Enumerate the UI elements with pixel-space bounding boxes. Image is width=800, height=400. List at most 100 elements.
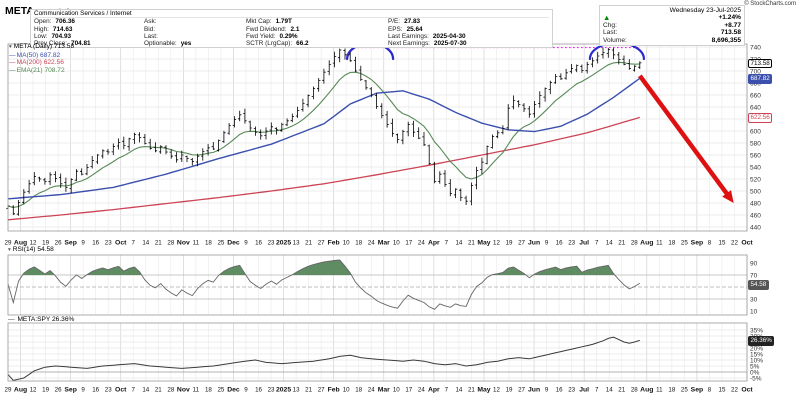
fundamental-row: P/E: 27.83 bbox=[388, 18, 538, 25]
fundamental-row: Low: 704.93 bbox=[34, 33, 134, 40]
svg-text:27: 27 bbox=[518, 387, 525, 394]
svg-text:12: 12 bbox=[30, 387, 37, 394]
svg-text:Oct: Oct bbox=[741, 387, 753, 394]
fundamental-row: Open: 706.36 bbox=[34, 18, 134, 25]
fundamental-row: Mkt Cap: 1.79T bbox=[246, 18, 378, 25]
svg-text:28: 28 bbox=[631, 240, 638, 247]
price-bars bbox=[6, 47, 642, 216]
price-axis-labels: 4404604805005205405605806006206406606807… bbox=[750, 44, 761, 231]
svg-text:24: 24 bbox=[418, 387, 425, 394]
quote-value: +1.24% bbox=[718, 14, 741, 22]
ratio-line bbox=[7, 336, 640, 381]
svg-text:Feb: Feb bbox=[328, 387, 340, 394]
fundamental-row: Next Earnings: 2025-07-30 bbox=[388, 40, 538, 47]
svg-text:Aug: Aug bbox=[14, 387, 27, 394]
svg-text:14: 14 bbox=[606, 240, 613, 247]
quote-row: ▲ +1.24% bbox=[603, 14, 741, 22]
fundamental-value: yes bbox=[180, 40, 192, 48]
quote-row: Volume: 8,696,355 bbox=[603, 37, 741, 44]
svg-text:740: 740 bbox=[750, 44, 761, 51]
svg-text:Sep: Sep bbox=[64, 387, 76, 394]
svg-text:24: 24 bbox=[418, 240, 425, 247]
svg-text:9: 9 bbox=[545, 240, 549, 247]
svg-text:500: 500 bbox=[750, 188, 761, 195]
svg-text:9: 9 bbox=[244, 387, 248, 394]
red-arrow-head bbox=[722, 190, 734, 203]
rsi-line bbox=[7, 259, 641, 310]
svg-text:440: 440 bbox=[750, 224, 761, 231]
svg-text:8: 8 bbox=[708, 240, 712, 247]
fundamental-label: Bid: bbox=[144, 25, 156, 33]
svg-text:Dec: Dec bbox=[227, 240, 240, 247]
fundamentals-grid: Open: 706.36 High: 714.63 Low: 704.93 Prev Clo… bbox=[34, 18, 549, 47]
ratio-value-tag: 26.36% bbox=[748, 336, 775, 346]
svg-text:25: 25 bbox=[681, 387, 688, 394]
fundamental-label: SCTR (LrgCap): bbox=[246, 40, 293, 48]
svg-text:27: 27 bbox=[318, 387, 325, 394]
rsi-legend: ▾ RSI(14) 54.58 bbox=[8, 246, 54, 253]
rsi-indicator-icon[interactable]: ▾ bbox=[8, 247, 11, 253]
svg-text:9: 9 bbox=[244, 240, 248, 247]
svg-text:27: 27 bbox=[518, 240, 525, 247]
fundamentals-box: Communication Services / Internet Open: 7… bbox=[30, 9, 553, 49]
svg-text:Aug: Aug bbox=[14, 240, 27, 247]
rsi-value-tag: 54.58 bbox=[748, 280, 769, 290]
svg-text:580: 580 bbox=[750, 140, 761, 147]
svg-text:Dec: Dec bbox=[227, 387, 240, 394]
svg-text:16: 16 bbox=[92, 240, 99, 247]
quote-box: Wednesday 23-Jul-2025 ▲ +1.24% Chg: +8.77 Las… bbox=[599, 5, 745, 47]
svg-text:21: 21 bbox=[618, 387, 625, 394]
fundamental-value: 25.64 bbox=[406, 25, 423, 33]
svg-text:Jul: Jul bbox=[579, 387, 589, 394]
stockcharts-credit[interactable]: © StockCharts.com bbox=[744, 1, 796, 7]
svg-text:21: 21 bbox=[155, 240, 162, 247]
svg-text:27: 27 bbox=[318, 240, 325, 247]
legend-symbol-label: META (Daily) 713.58 bbox=[13, 43, 75, 50]
svg-text:24: 24 bbox=[368, 240, 375, 247]
fundamental-value: 1.79T bbox=[275, 18, 292, 26]
rsi-panel: 9070503010 bbox=[7, 259, 758, 315]
svg-text:Aug: Aug bbox=[640, 387, 653, 394]
svg-text:21: 21 bbox=[305, 387, 312, 394]
legend-ma50-row: —MA(50) 687.82 bbox=[9, 52, 74, 60]
svg-text:15: 15 bbox=[719, 387, 726, 394]
svg-text:12: 12 bbox=[493, 387, 500, 394]
svg-text:30: 30 bbox=[750, 296, 758, 303]
legend-ma200-row: —MA(200) 622.56 bbox=[9, 59, 74, 67]
fundamental-label: Optionable: bbox=[144, 40, 177, 48]
ema21-swatch: — bbox=[9, 66, 16, 74]
svg-text:7: 7 bbox=[132, 240, 136, 247]
svg-text:Aug: Aug bbox=[640, 240, 653, 247]
svg-text:14: 14 bbox=[455, 240, 462, 247]
fundamental-value: 0.29% bbox=[279, 32, 298, 40]
rsi-label: RSI(14) 54.58 bbox=[12, 246, 54, 253]
fundamental-label: P/E: bbox=[388, 18, 401, 26]
svg-text:480: 480 bbox=[750, 200, 761, 207]
fundamental-label: Last Earnings: bbox=[388, 32, 429, 40]
price-tag-ma200: 622.56 bbox=[748, 113, 773, 123]
fundamental-value: 706.36 bbox=[55, 18, 75, 26]
symbol[interactable]: META bbox=[5, 5, 34, 17]
price-tag-ma50: 687.82 bbox=[748, 74, 773, 84]
svg-text:14: 14 bbox=[606, 387, 613, 394]
svg-text:7: 7 bbox=[595, 240, 599, 247]
ratio-swatch: — bbox=[8, 316, 15, 323]
fundamental-row: Ask: bbox=[144, 18, 236, 25]
svg-text:16: 16 bbox=[255, 387, 262, 394]
quote-date: Wednesday 23-Jul-2025 bbox=[669, 7, 741, 14]
svg-text:21: 21 bbox=[155, 387, 162, 394]
svg-text:11: 11 bbox=[656, 387, 663, 394]
svg-text:12: 12 bbox=[493, 240, 500, 247]
quote-value: +8.77 bbox=[724, 21, 741, 29]
quote-row: Chg: +8.77 bbox=[603, 22, 741, 29]
fundamental-label: Low: bbox=[34, 32, 48, 40]
svg-text:7: 7 bbox=[445, 387, 449, 394]
svg-text:22: 22 bbox=[731, 387, 738, 394]
fundamental-label: Fwd Yield: bbox=[246, 32, 276, 40]
svg-text:18: 18 bbox=[355, 240, 362, 247]
chart-menu-icon[interactable]: ▾ bbox=[9, 44, 12, 50]
fundamental-label: Fwd Dividend: bbox=[246, 25, 287, 33]
svg-text:680: 680 bbox=[750, 80, 761, 87]
svg-text:640: 640 bbox=[750, 104, 761, 111]
